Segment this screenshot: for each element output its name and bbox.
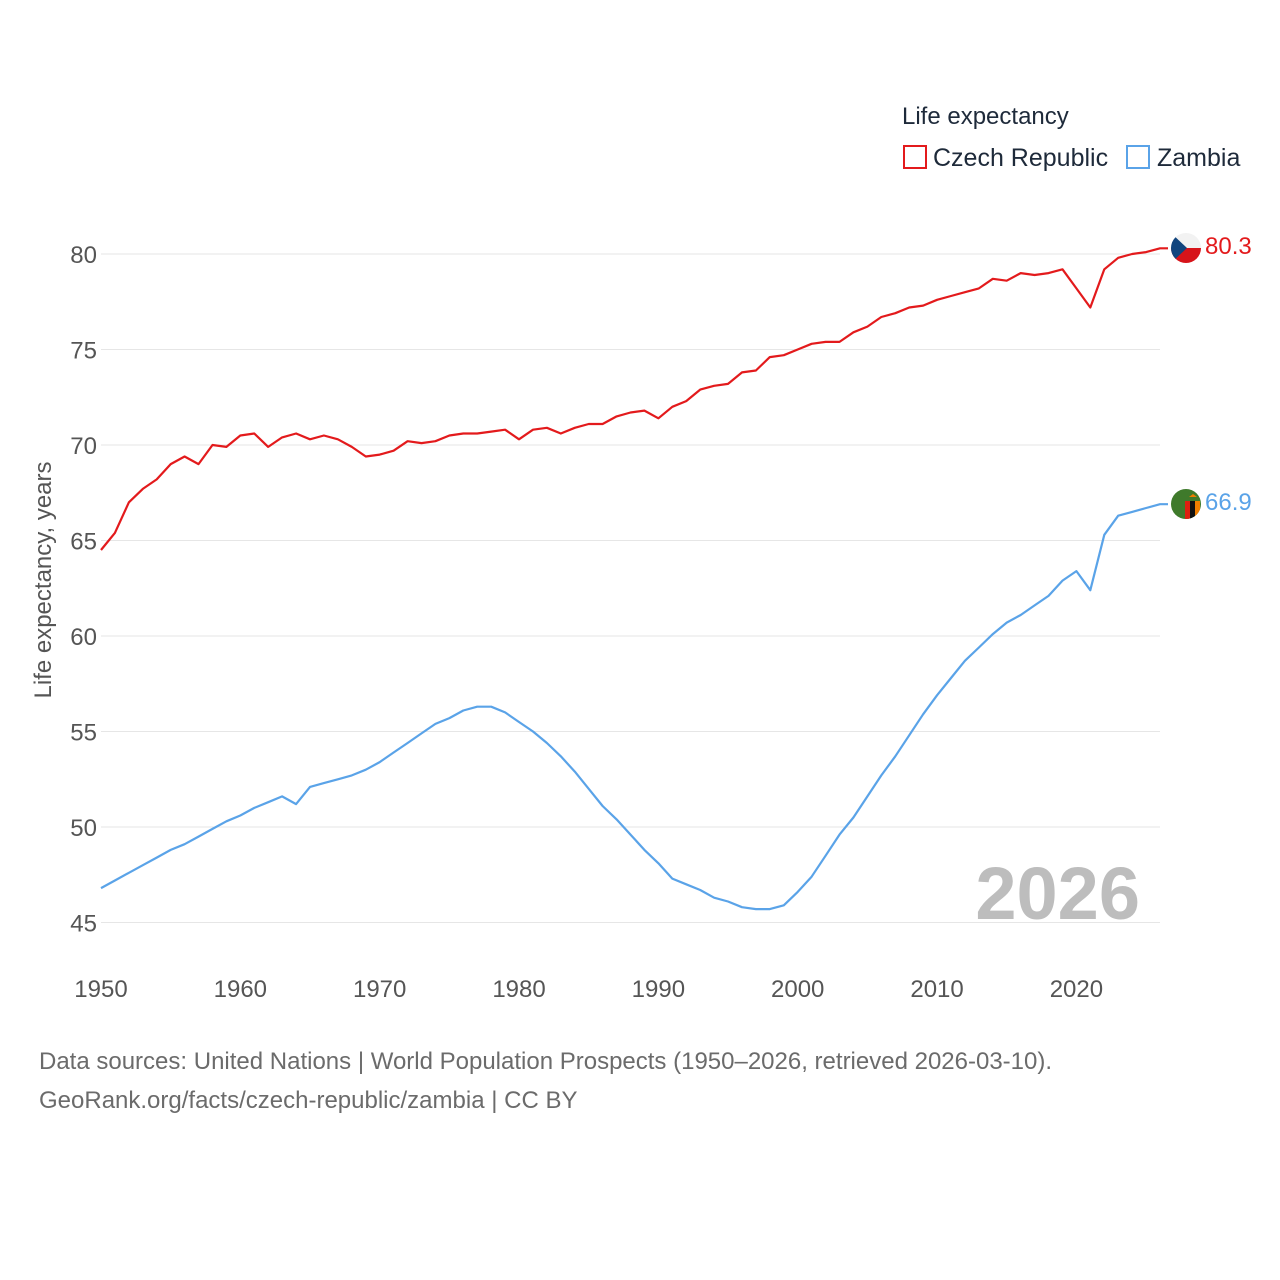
y-tick-label: 65 [70,529,97,556]
end-value-zambia: 66.9 [1205,489,1252,516]
x-axis-ticks: 1950 1960 1970 1980 1990 2000 2010 2020 [74,976,1103,1003]
legend: Life expectancy Czech Republic Zambia [902,103,1240,172]
data-source-note: Data sources: United Nations | World Pop… [39,1048,1053,1075]
legend-swatch-czech-republic [903,145,927,169]
y-tick-label: 60 [70,624,97,651]
y-axis-label: Life expectancy, years [30,461,57,698]
legend-title: Life expectancy [902,103,1069,130]
x-tick-label: 1960 [214,976,267,1003]
y-tick-label: 45 [70,911,97,938]
legend-swatch-zambia [1126,145,1150,169]
credit-link[interactable]: GeoRank.org/facts/czech-republic/zambia … [39,1087,578,1114]
x-tick-label: 1950 [74,976,127,1003]
legend-label-czech-republic[interactable]: Czech Republic [933,144,1108,172]
y-tick-label: 75 [70,338,97,365]
x-tick-label: 1980 [492,976,545,1003]
y-tick-label: 80 [70,242,97,269]
x-tick-label: 1970 [353,976,406,1003]
series-line-zambia[interactable] [100,503,1168,911]
chart-footer: Data sources: United Nations | World Pop… [39,1042,1239,1120]
legend-label-zambia[interactable]: Zambia [1157,144,1240,172]
zambia-flag-icon [1171,489,1201,519]
x-tick-label: 1990 [632,976,685,1003]
czech-flag-icon [1171,233,1201,263]
y-tick-label: 70 [70,433,97,460]
series-line-czech-republic[interactable] [100,247,1168,551]
x-tick-label: 2020 [1050,976,1103,1003]
y-axis-ticks: 45 50 55 60 65 70 75 80 [70,242,97,938]
x-tick-label: 2000 [771,976,824,1003]
gridlines [101,253,1160,923]
current-year-label: 2026 [975,852,1140,935]
x-tick-label: 2010 [910,976,963,1003]
line-chart: Life expectancy Czech Republic Zambia Li… [30,103,1252,1003]
y-tick-label: 50 [70,815,97,842]
end-value-czech-republic: 80.3 [1205,233,1252,260]
y-tick-label: 55 [70,720,97,747]
